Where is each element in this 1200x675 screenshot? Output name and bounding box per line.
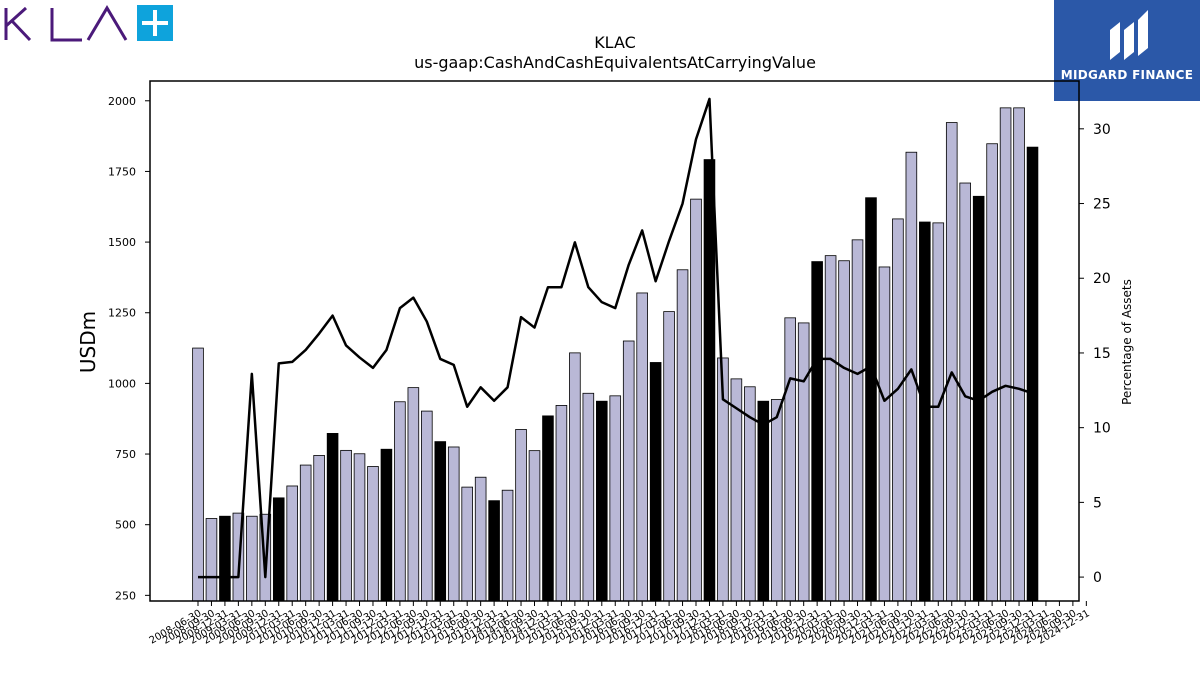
- y-tick-label: 500: [115, 519, 136, 532]
- bar-2015-09-30: [582, 392, 595, 602]
- bar-2019-06-30: [784, 317, 797, 602]
- bar-2016-09-30: [636, 292, 648, 602]
- y-axis-label: USDm: [76, 311, 100, 373]
- bar-2016-06-30: [622, 340, 635, 602]
- bar-2010-09-30: [313, 455, 325, 602]
- bar-2011-09-30: [367, 466, 379, 602]
- bar-2008-12-31: [219, 515, 231, 602]
- y2-tick-label: 15: [1093, 346, 1111, 362]
- bar-2020-12-31: [865, 197, 877, 602]
- bar-2013-12-31: [488, 500, 500, 602]
- y-tick-label: 1750: [108, 165, 136, 178]
- bar-2017-09-30: [690, 198, 702, 602]
- bar-2017-12-31: [703, 159, 716, 602]
- kla-logo: [0, 0, 180, 48]
- y2-tick-label: 30: [1093, 122, 1111, 138]
- bar-2022-03-31: [932, 222, 945, 602]
- bar-2017-03-31: [663, 311, 675, 602]
- bar-2023-09-30: [1013, 107, 1025, 602]
- bar-2016-12-31: [649, 362, 662, 602]
- bar-2013-06-30: [461, 486, 473, 602]
- bar-2010-06-30: [299, 464, 312, 602]
- bar-2010-12-31: [326, 433, 339, 602]
- bar-2019-09-30: [797, 322, 810, 602]
- midgard-finance-logo: MIDGARD FINANCE: [1054, 0, 1200, 101]
- bar-2012-12-31: [434, 441, 447, 602]
- y2-tick-label: 20: [1093, 271, 1111, 287]
- bar-2012-03-31: [394, 401, 406, 602]
- bar-2013-03-31: [447, 446, 460, 602]
- bar-2011-03-31: [340, 449, 352, 602]
- kla-letter-l: [50, 8, 82, 42]
- bar-2015-06-30: [569, 352, 581, 602]
- bar-2020-03-31: [824, 255, 837, 602]
- chart-subtitle: us-gaap:CashAndCashEquivalentsAtCarrying…: [414, 53, 816, 72]
- bar-2010-03-31: [286, 485, 298, 602]
- plot-frame: [149, 80, 1080, 602]
- bar-2023-12-31: [1026, 146, 1039, 602]
- midgard-finance-name: MIDGARD FINANCE: [1060, 68, 1194, 82]
- bar-2012-09-30: [421, 410, 433, 602]
- bar-2008-09-30: [205, 518, 218, 602]
- bar-2011-06-30: [353, 453, 366, 602]
- y2-axis-label: Percentage of Assets: [1120, 279, 1134, 405]
- plus-icon: [142, 10, 168, 36]
- y2-tick-label: 25: [1093, 197, 1111, 213]
- bar-2023-03-31: [986, 143, 998, 602]
- bar-2019-03-31: [770, 399, 783, 602]
- y-tick-label: 250: [115, 589, 136, 602]
- bar-2020-09-30: [851, 239, 864, 602]
- bar-2017-06-30: [676, 269, 689, 602]
- bar-2021-06-30: [892, 218, 904, 602]
- kla-logo-graphic: [4, 5, 173, 42]
- chart-title: KLAC: [594, 33, 636, 52]
- bar-2014-09-30: [528, 450, 541, 602]
- bar-2014-03-31: [501, 489, 514, 602]
- bar-2021-12-31: [919, 221, 931, 602]
- bar-2015-03-31: [555, 405, 568, 602]
- bar-2008-06-30: [192, 347, 204, 602]
- bar-2014-12-31: [542, 415, 554, 602]
- midgard-mark-icon: [1110, 10, 1148, 60]
- y-tick-label: 1500: [108, 236, 136, 249]
- bar-2009-06-30: [246, 515, 258, 602]
- percentage-of-assets-line: [198, 97, 1033, 579]
- bar-2012-06-30: [407, 387, 420, 602]
- line-layer: [198, 97, 1033, 579]
- bar-2009-12-31: [272, 497, 285, 602]
- bar-2023-06-30: [999, 107, 1012, 602]
- kla-letter-a: [86, 5, 128, 41]
- axes-layer: 250 500 750 1000 1250 1500 1750 2000 0 5 10 15 20 25 3…: [108, 80, 1111, 647]
- y-tick-label: 1000: [108, 377, 136, 390]
- y2-tick-label: 0: [1093, 570, 1102, 586]
- bar-2018-12-31: [757, 400, 770, 602]
- bar-2011-12-31: [380, 448, 393, 602]
- bar-2013-09-30: [474, 476, 487, 602]
- bars-layer: [192, 107, 1039, 602]
- bar-2019-12-31: [811, 261, 823, 602]
- y2-tick-label: 10: [1093, 421, 1111, 437]
- y2-tick-label: 5: [1093, 495, 1102, 511]
- bar-2020-06-30: [838, 260, 850, 602]
- bar-2014-06-30: [515, 429, 527, 602]
- kla-letter-k: [4, 6, 32, 42]
- y-tick-label: 1250: [108, 307, 136, 320]
- bar-2021-03-31: [878, 266, 891, 602]
- bar-2022-06-30: [945, 122, 958, 602]
- bar-2015-12-31: [596, 400, 608, 602]
- y-tick-label: 2000: [108, 95, 136, 108]
- bar-2016-03-31: [609, 395, 622, 602]
- y-tick-label: 750: [115, 448, 136, 461]
